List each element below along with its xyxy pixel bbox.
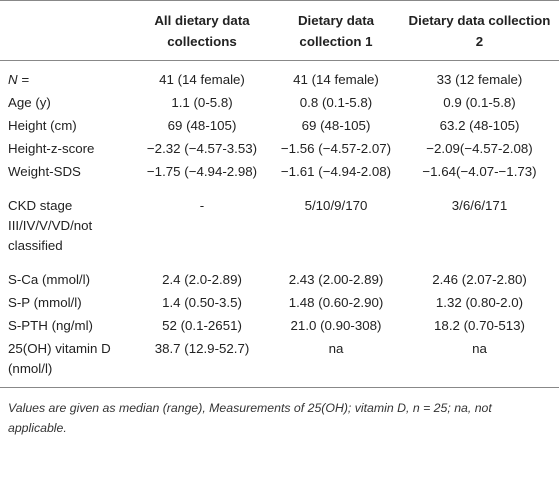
table-row: 25(OH) vitamin D (nmol/l) 38.7 (12.9-52.7… (0, 338, 559, 388)
data-table: All dietary data collections Dietary data… (0, 0, 559, 388)
table-row: Height-z-score −2.32 (−4.57-3.53) −1.56 (−… (0, 138, 559, 161)
table-cell: −1.61 (−4.94-2.08) (280, 164, 392, 179)
row-label: 25(OH) vitamin D (nmol/l) (8, 341, 111, 376)
table-cell: −1.75 (−4.94-2.98) (146, 164, 258, 179)
table-row: Height (cm) 69 (48-105) 69 (48-105) 63.2 (4… (0, 115, 559, 138)
table-body: N = 41 (14 female) 41 (14 female) 33 (12 fe… (0, 61, 559, 388)
table-cell: na (328, 341, 344, 356)
table-cell: 5/10/9/170 (304, 198, 368, 213)
row-label: S-P (mmol/l) (8, 295, 82, 310)
table-cell: 1.1 (0-5.8) (171, 95, 233, 110)
table-cell: 2.4 (2.0-2.89) (162, 272, 242, 287)
table-cell: −1.56 (−4.57-2.07) (280, 141, 392, 156)
table-cell: 69 (48-105) (301, 118, 371, 133)
table-cell: 52 (0.1-2651) (162, 318, 242, 333)
table-container: All dietary data collections Dietary data… (0, 0, 559, 435)
table-row: S-Ca (mmol/l) 2.4 (2.0-2.89) 2.43 (2.00-2.… (0, 258, 559, 292)
table-cell: 3/6/6/171 (451, 198, 508, 213)
row-label: Weight-SDS (8, 164, 81, 179)
table-cell: 18.2 (0.70-513) (434, 318, 525, 333)
table-cell: - (199, 198, 205, 213)
table-cell: 2.46 (2.07-2.80) (432, 272, 527, 287)
table-cell: 38.7 (12.9-52.7) (154, 341, 250, 356)
table-cell: 1.48 (0.60-2.90) (288, 295, 384, 310)
row-label: Height-z-score (8, 141, 95, 156)
table-cell: 0.8 (0.1-5.8) (299, 95, 373, 110)
row-label: Height (cm) (8, 118, 77, 133)
row-label: S-Ca (mmol/l) (8, 272, 90, 287)
table-row: Age (y) 1.1 (0-5.8) 0.8 (0.1-5.8) 0.9 (0.1-… (0, 92, 559, 115)
header-cell: All dietary data collections (154, 13, 250, 49)
table-cell: 0.9 (0.1-5.8) (443, 95, 516, 110)
table-cell: na (472, 341, 487, 356)
header-cell: Dietary data collection 1 (297, 13, 375, 49)
header-row: All dietary data collections Dietary data… (0, 0, 559, 61)
table-row: N = 41 (14 female) 41 (14 female) 33 (12 fe… (0, 61, 559, 93)
table-cell: −2.32 (−4.57-3.53) (146, 141, 258, 156)
table-row: S-PTH (ng/ml) 52 (0.1-2651) 21.0 (0.90-308… (0, 315, 559, 338)
row-label: Age (y) (8, 95, 51, 110)
header-cell: Dietary data collection 2 (408, 13, 551, 49)
table-cell: 63.2 (48-105) (439, 118, 520, 133)
row-label: N = (8, 72, 30, 87)
table-row: S-P (mmol/l) 1.4 (0.50-3.5) 1.48 (0.60-2.9… (0, 292, 559, 315)
table-cell: −1.64(−4.07-−1.73) (422, 164, 537, 179)
table-cell: 41 (14 female) (293, 72, 379, 87)
row-label: S-PTH (ng/ml) (8, 318, 93, 333)
table-cell: 33 (12 female) (436, 72, 523, 87)
table-cell: 21.0 (0.90-308) (290, 318, 382, 333)
table-row: Weight-SDS −1.75 (−4.94-2.98) −1.61 (−4.94… (0, 161, 559, 184)
table-row: CKD stage III/IV/V/VD/not classified - 5/1… (0, 184, 559, 258)
table-cell: 1.4 (0.50-3.5) (162, 295, 242, 310)
row-label: CKD stage III/IV/V/VD/not classified (8, 198, 93, 253)
header-cell (0, 1, 132, 61)
table-cell: 2.43 (2.00-2.89) (288, 272, 384, 287)
table-cell: 69 (48-105) (167, 118, 237, 133)
table-cell: 1.32 (0.80-2.0) (435, 295, 524, 310)
table-cell: 41 (14 female) (159, 72, 245, 87)
table-cell: −2.09(−4.57-2.08) (426, 141, 533, 156)
table-note: Values are given as median (range), Meas… (8, 401, 492, 435)
